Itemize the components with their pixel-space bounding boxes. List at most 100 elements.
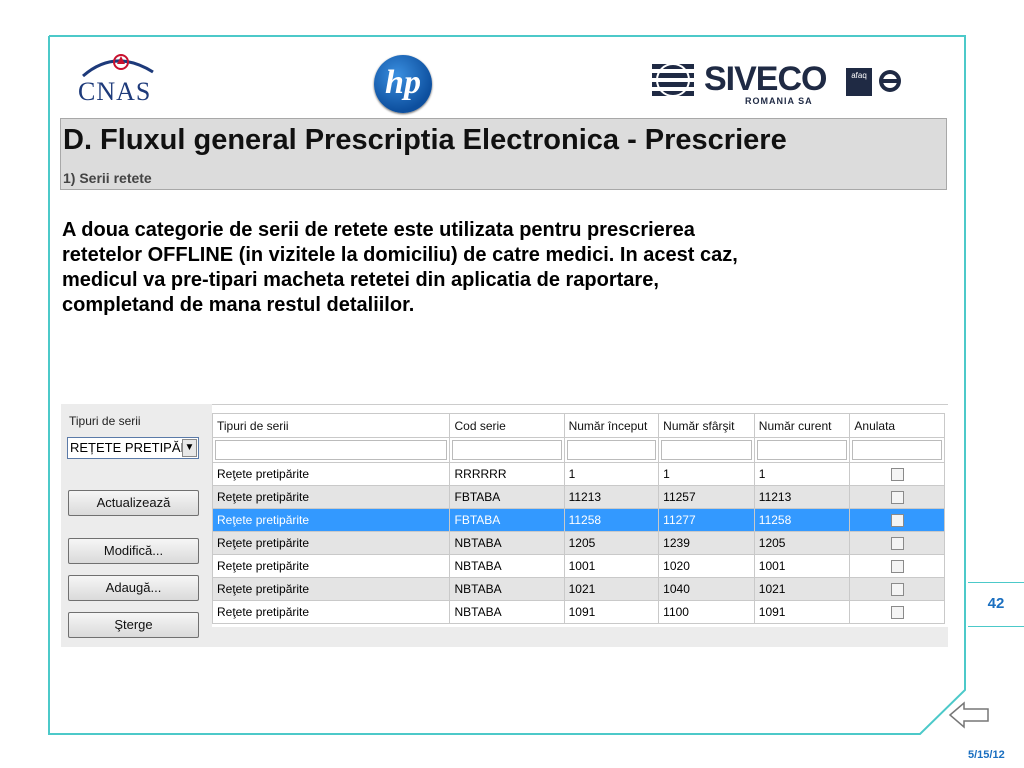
filter-input[interactable]: [852, 440, 942, 460]
column-header[interactable]: Număr sfârşit: [658, 413, 755, 438]
back-arrow-icon[interactable]: [948, 700, 992, 730]
table-cell: 1001: [753, 554, 851, 578]
annulled-checkbox[interactable]: [890, 560, 904, 574]
table-row[interactable]: Reţete pretipărite NBTABA 1205 1239 1205: [211, 531, 945, 555]
annulled-checkbox[interactable]: [890, 583, 904, 597]
table-cell: NBTABA: [449, 577, 565, 601]
table-cell: NBTABA: [449, 531, 565, 555]
slide-date: 5/15/12: [968, 749, 1005, 761]
add-button[interactable]: Adaugă...: [68, 575, 199, 601]
body-line: retetelor OFFLINE (in vizitele la domici…: [62, 244, 738, 266]
table-cell: 1021: [753, 577, 851, 601]
filter-input[interactable]: [452, 440, 562, 460]
page-number: 42: [968, 582, 1024, 627]
table-row[interactable]: Reţete pretipărite NBTABA 1091 1100 1091: [211, 600, 945, 624]
table-cell: 1040: [658, 577, 755, 601]
table-cell: 1091: [753, 600, 851, 624]
column-header[interactable]: Număr început: [563, 413, 660, 438]
table-cell: 1205: [563, 531, 660, 555]
siveco-logo-subtext: ROMANIA SA: [745, 96, 813, 106]
annulled-cell: [849, 531, 945, 555]
annulled-cell: [849, 600, 945, 624]
table-cell: Reţete pretipărite: [211, 508, 451, 532]
afaq-badge-icon: afaq: [846, 68, 872, 96]
table-cell: FBTABA: [449, 485, 565, 509]
hp-logo-text: hp: [385, 64, 421, 101]
annulled-checkbox[interactable]: [890, 491, 904, 505]
table-row[interactable]: Reţete pretipărite NBTABA 1001 1020 1001: [211, 554, 945, 578]
table-cell: 1100: [658, 600, 755, 624]
column-header[interactable]: Anulata: [849, 413, 945, 438]
table-cell: 1020: [658, 554, 755, 578]
table-cell: NBTABA: [449, 554, 565, 578]
slide-title: D. Fluxul general Prescriptia Electronic…: [63, 124, 787, 156]
body-line: medicul va pre-tipari macheta retetei di…: [62, 269, 659, 291]
body-line: completand de mana restul detaliilor.: [62, 294, 415, 316]
table-row[interactable]: Reţete pretipărite FBTABA 11258 11277 11258: [211, 508, 945, 532]
annulled-cell: [849, 508, 945, 532]
hp-logo: hp: [374, 55, 432, 113]
table-cell: 11257: [658, 485, 755, 509]
table-cell: 11258: [753, 508, 851, 532]
table-row[interactable]: Reţete pretipărite NBTABA 1021 1040 1021: [211, 577, 945, 601]
table-cell: 11258: [563, 508, 660, 532]
table-cell: Reţete pretipărite: [211, 577, 451, 601]
table-cell: 1021: [563, 577, 660, 601]
annulled-checkbox[interactable]: [890, 468, 904, 482]
filter-input[interactable]: [566, 440, 657, 460]
annulled-checkbox[interactable]: [890, 537, 904, 551]
table-cell: RRRRRR: [449, 462, 565, 486]
series-grid: Tipuri de serii Cod serie Număr început …: [211, 404, 948, 627]
cnas-logo: CNAS: [75, 50, 170, 106]
table-cell: 1001: [563, 554, 660, 578]
refresh-button[interactable]: Actualizează: [68, 490, 199, 516]
table-cell: 1: [753, 462, 851, 486]
column-header[interactable]: Tipuri de serii: [211, 413, 451, 438]
table-cell: Reţete pretipărite: [211, 600, 451, 624]
table-cell: Reţete pretipărite: [211, 531, 451, 555]
delete-button[interactable]: Şterge: [68, 612, 199, 638]
chevron-down-icon[interactable]: ▼: [182, 439, 197, 457]
series-type-select[interactable]: REȚETE PRETIPĂRI ▼: [67, 437, 199, 459]
filter-panel: Tipuri de serii REȚETE PRETIPĂRI ▼ Actua…: [61, 404, 209, 647]
table-cell: NBTABA: [449, 600, 565, 624]
table-cell: Reţete pretipărite: [211, 554, 451, 578]
table-cell: 1239: [658, 531, 755, 555]
table-cell: 1091: [563, 600, 660, 624]
title-bar: D. Fluxul general Prescriptia Electronic…: [60, 118, 947, 190]
siveco-logo-text: SIVECO: [704, 60, 827, 98]
slide-frame: [48, 35, 966, 735]
slide-subtitle: 1) Serii retete: [63, 170, 152, 186]
series-type-select-value: REȚETE PRETIPĂRI: [70, 440, 194, 455]
table-row[interactable]: Reţete pretipărite FBTABA 11213 11257 11213: [211, 485, 945, 509]
filter-input[interactable]: [215, 440, 448, 460]
table-cell: Reţete pretipărite: [211, 462, 451, 486]
table-cell: FBTABA: [449, 508, 565, 532]
table-cell: 1205: [753, 531, 851, 555]
table-header-row: Tipuri de serii Cod serie Număr început …: [211, 413, 945, 438]
table-row[interactable]: Reţete pretipărite RRRRRR 1 1 1: [211, 462, 945, 486]
annulled-cell: [849, 462, 945, 486]
filter-input[interactable]: [756, 440, 848, 460]
column-header[interactable]: Număr curent: [753, 413, 851, 438]
table-cell: Reţete pretipărite: [211, 485, 451, 509]
annulled-cell: [849, 485, 945, 509]
cnas-logo-text: CNAS: [78, 77, 152, 106]
column-header[interactable]: Cod serie: [449, 413, 565, 438]
app-window: Tipuri de serii REȚETE PRETIPĂRI ▼ Actua…: [61, 404, 948, 647]
body-paragraph: A doua categorie de serii de retete este…: [62, 218, 942, 318]
iqnet-badge-icon: [879, 70, 901, 92]
edit-button[interactable]: Modifică...: [68, 538, 199, 564]
body-line: A doua categorie de serii de retete este…: [62, 219, 695, 241]
filter-label: Tipuri de serii: [69, 414, 141, 428]
series-table: Tipuri de serii Cod serie Număr început …: [211, 413, 945, 624]
table-cell: 11277: [658, 508, 755, 532]
annulled-cell: [849, 577, 945, 601]
filter-input[interactable]: [661, 440, 752, 460]
table-cell: 11213: [563, 485, 660, 509]
annulled-checkbox[interactable]: [890, 606, 904, 620]
siveco-logo: SIVECO ROMANIA SA afaq: [652, 60, 912, 110]
table-cell: 1: [658, 462, 755, 486]
annulled-checkbox[interactable]: [890, 514, 904, 528]
table-cell: 1: [563, 462, 660, 486]
